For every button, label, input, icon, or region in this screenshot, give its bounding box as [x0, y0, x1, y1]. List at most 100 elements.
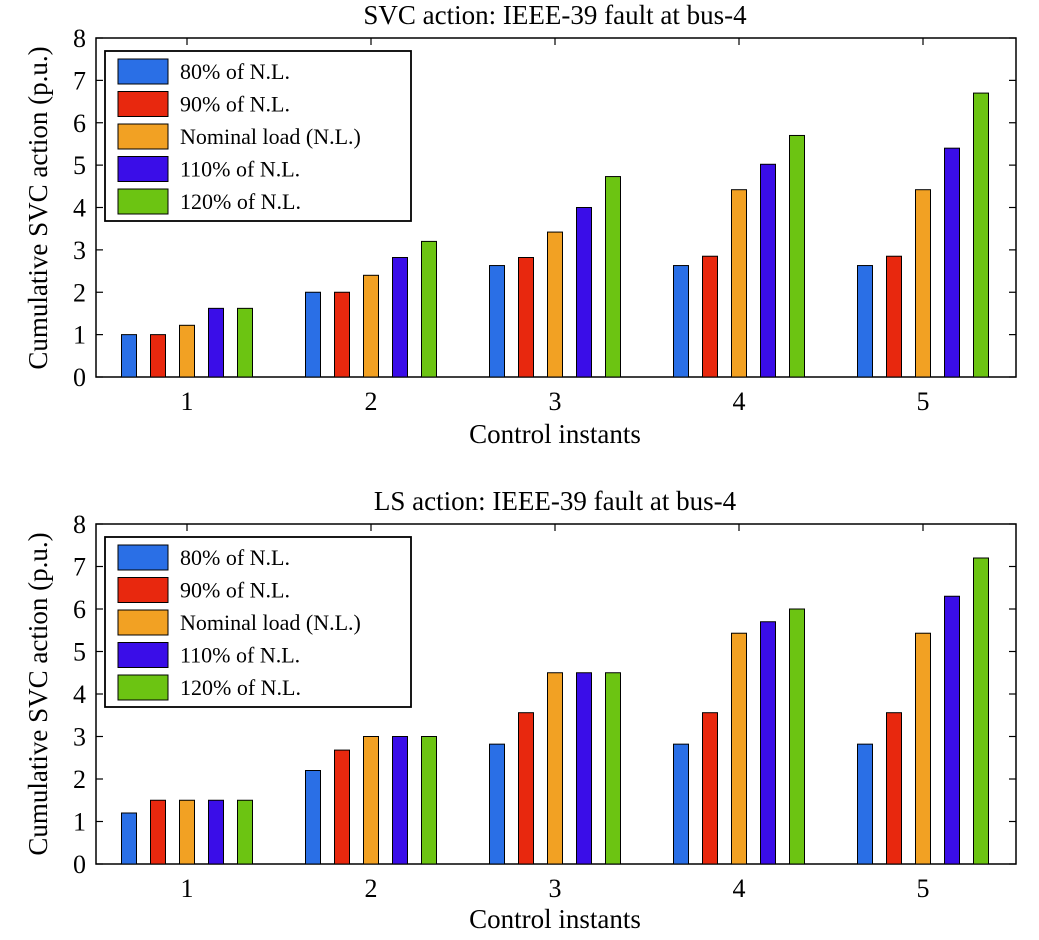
- y-axis-label: Cumulative SVC action (p.u.): [23, 532, 53, 855]
- bar: [305, 291, 321, 378]
- bar: [576, 207, 592, 378]
- bar: [886, 255, 902, 378]
- x-tick-label: 2: [365, 387, 378, 416]
- legend-label: 80% of N.L.: [180, 59, 290, 84]
- x-axis-label: Control instants: [469, 904, 641, 934]
- legend-label: 120% of N.L.: [180, 189, 301, 214]
- chart-title: SVC action: IEEE-39 fault at bus-4: [363, 0, 747, 30]
- y-tick-label: 1: [73, 321, 86, 350]
- y-tick-label: 5: [73, 638, 86, 667]
- legend-label: Nominal load (N.L.): [180, 610, 361, 635]
- bar: [150, 334, 166, 378]
- bar: [518, 712, 534, 865]
- bar: [547, 672, 563, 865]
- bar: [731, 189, 747, 378]
- bar: [489, 743, 505, 865]
- x-tick-label: 4: [733, 387, 746, 416]
- y-tick-label: 7: [73, 553, 86, 582]
- y-tick-label: 2: [73, 278, 86, 307]
- legend-swatch: [117, 577, 169, 603]
- y-tick-label: 8: [73, 24, 86, 53]
- legend-label: 90% of N.L.: [180, 578, 290, 603]
- bar: [208, 799, 224, 865]
- y-tick-label: 1: [73, 808, 86, 837]
- x-tick-label: 4: [733, 874, 746, 903]
- bar: [392, 257, 408, 378]
- y-tick-label: 4: [73, 194, 86, 223]
- bar: [915, 189, 931, 378]
- legend-label: 120% of N.L.: [180, 675, 301, 700]
- bar: [857, 743, 873, 865]
- bar: [150, 799, 166, 865]
- y-tick-label: 7: [73, 66, 86, 95]
- bar: [547, 231, 563, 378]
- bar: [179, 799, 195, 865]
- x-tick-label: 1: [181, 387, 194, 416]
- bar: [208, 307, 224, 378]
- y-tick-label: 8: [73, 510, 86, 539]
- y-tick-label: 0: [73, 363, 86, 392]
- bar: [944, 147, 960, 378]
- bar: [673, 265, 689, 378]
- x-tick-label: 5: [917, 874, 930, 903]
- legend-label: 90% of N.L.: [180, 92, 290, 117]
- legend-swatch: [117, 544, 169, 571]
- x-axis-label: Control instants: [469, 419, 641, 449]
- y-tick-label: 0: [73, 850, 86, 879]
- bar: [392, 736, 408, 865]
- y-tick-label: 5: [73, 151, 86, 180]
- bar: [760, 621, 776, 865]
- bar: [305, 770, 321, 865]
- bar: [760, 163, 776, 378]
- bar: [789, 134, 805, 378]
- bar: [121, 334, 137, 378]
- bar: [334, 749, 350, 865]
- bar: [121, 812, 137, 865]
- bar: [702, 255, 718, 378]
- legend-label: Nominal load (N.L.): [180, 124, 361, 149]
- svc-action-chart: SVC action: IEEE-39 fault at bus-4 Cumul…: [23, 0, 1017, 449]
- bar: [421, 240, 437, 378]
- x-tick-label: 1: [181, 874, 194, 903]
- y-tick-label: 4: [73, 680, 86, 709]
- legend-swatch: [117, 642, 169, 668]
- plot-area: 0 1 2 3 4 5 6 7 8 1 2 3 4 5 80% of N.L. 90% of N.L. Nomi…: [73, 510, 1017, 903]
- ls-action-chart: LS action: IEEE-39 fault at bus-4 Cumula…: [23, 486, 1017, 934]
- legend-swatch: [117, 91, 169, 117]
- chart-title: LS action: IEEE-39 fault at bus-4: [374, 486, 737, 516]
- bar: [973, 92, 989, 378]
- y-tick-label: 3: [73, 723, 86, 752]
- bar: [886, 712, 902, 865]
- bar: [179, 324, 195, 378]
- y-tick-label: 6: [73, 109, 86, 138]
- legend-label: 110% of N.L.: [180, 643, 300, 668]
- legend-label: 80% of N.L.: [180, 545, 290, 570]
- bar: [421, 736, 437, 865]
- x-tick-label: 3: [549, 874, 562, 903]
- y-tick-label: 6: [73, 595, 86, 624]
- legend: 80% of N.L. 90% of N.L. Nominal load (N.L.…: [104, 50, 412, 222]
- bar: [789, 608, 805, 865]
- bar: [605, 672, 621, 865]
- x-tick-label: 2: [365, 874, 378, 903]
- bar: [518, 257, 534, 378]
- bar: [973, 557, 989, 865]
- bar: [702, 712, 718, 865]
- bar: [673, 743, 689, 865]
- legend-swatch: [117, 674, 169, 701]
- legend-swatch: [117, 609, 169, 636]
- bar: [576, 672, 592, 865]
- bar: [915, 632, 931, 865]
- bar: [237, 307, 253, 378]
- bar: [605, 176, 621, 378]
- x-tick-label: 5: [917, 387, 930, 416]
- x-tick-label: 3: [549, 387, 562, 416]
- bar: [731, 632, 747, 865]
- bar: [363, 274, 379, 378]
- y-tick-label: 3: [73, 236, 86, 265]
- legend-swatch: [117, 188, 169, 215]
- bar: [334, 291, 350, 378]
- y-axis-label: Cumulative SVC action (p.u.): [23, 46, 53, 369]
- legend-swatch: [117, 156, 169, 182]
